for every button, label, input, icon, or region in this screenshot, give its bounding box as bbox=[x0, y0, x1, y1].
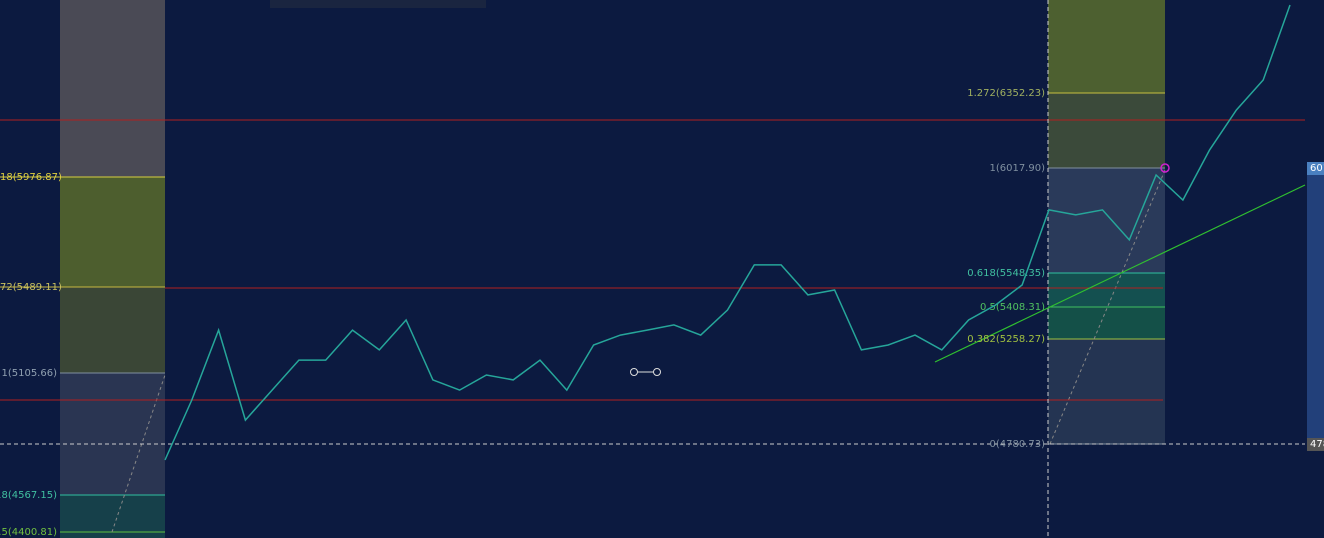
fib-zone bbox=[1048, 93, 1165, 168]
fib-label: 1(5105.66) bbox=[1, 368, 57, 379]
fib-diagonal bbox=[111, 374, 166, 533]
fib-zone bbox=[60, 373, 165, 495]
fib-label: 1.272(6352.23) bbox=[967, 88, 1045, 99]
price-label: 478 bbox=[1310, 439, 1324, 450]
fib-zone bbox=[1048, 168, 1165, 273]
price-tag bbox=[1307, 162, 1324, 175]
price-label: 601 bbox=[1310, 163, 1324, 174]
anchor-point[interactable] bbox=[1160, 163, 1170, 173]
trend-line bbox=[934, 184, 1306, 363]
price-line bbox=[164, 4, 1291, 461]
fib-label: 0.5(4400.81) bbox=[0, 527, 57, 538]
fib-zone bbox=[60, 177, 165, 287]
price-tag bbox=[1307, 438, 1324, 451]
fib-label: 72(5489.11) bbox=[0, 282, 62, 293]
toolbar[interactable] bbox=[270, 0, 486, 8]
fib-zone bbox=[1048, 339, 1165, 444]
fib-label: 0.382(5258.27) bbox=[967, 334, 1045, 345]
fib-zone bbox=[1048, 273, 1165, 307]
fib-zone bbox=[60, 287, 165, 373]
price-range bbox=[1307, 165, 1324, 450]
fib-label: 18(5976.87) bbox=[0, 172, 62, 183]
fib-label: 1(6017.90) bbox=[989, 163, 1045, 174]
fib-zone bbox=[60, 0, 165, 177]
fib-label: 18(4567.15) bbox=[0, 490, 57, 501]
fib-zone bbox=[1048, 0, 1165, 93]
fib-label: 0(4780.73) bbox=[989, 439, 1045, 450]
fib-zone bbox=[1048, 307, 1165, 339]
fib-label: 0.618(5548.35) bbox=[967, 268, 1045, 279]
fib-label: 0.5(5408.31) bbox=[980, 302, 1045, 313]
fib-diagonal bbox=[1049, 169, 1166, 445]
handle[interactable] bbox=[653, 368, 661, 376]
